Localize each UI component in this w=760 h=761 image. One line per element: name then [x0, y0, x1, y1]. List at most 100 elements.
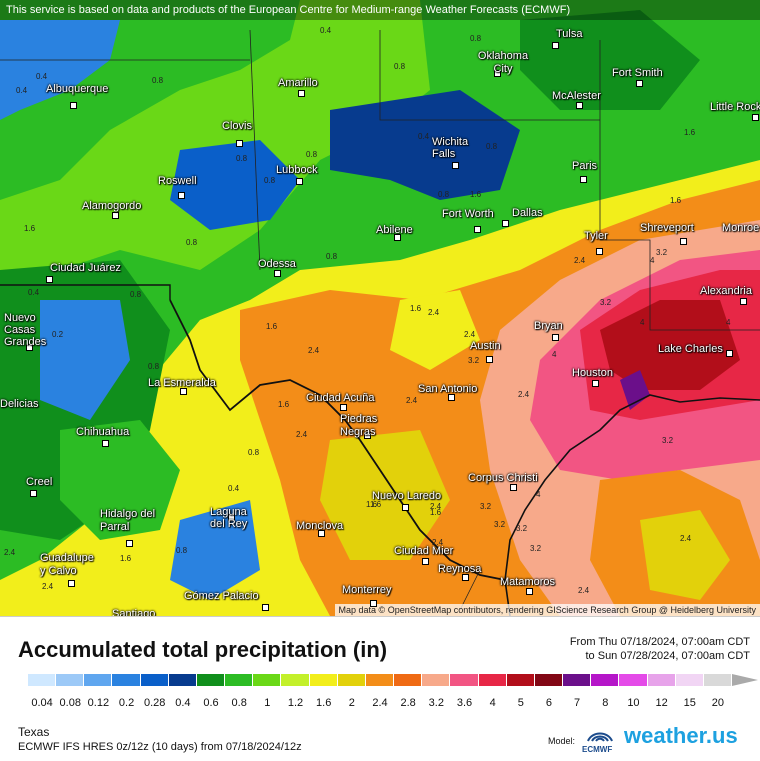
city-dot [46, 276, 53, 283]
contour-label: 3.2 [516, 524, 528, 533]
map-title: Accumulated total precipitation (in) [18, 637, 388, 662]
ecmwf-logo-text: ECMWF [582, 745, 613, 754]
city-label: Ciudad Acuña [306, 392, 375, 404]
city-dot [296, 178, 303, 185]
contour-label: 1.6 [120, 554, 132, 563]
city-label: Shreveport [640, 222, 694, 234]
city-dot [370, 600, 377, 607]
city-dot [262, 604, 269, 611]
contour-label: 1.6 [410, 304, 422, 313]
colorbar-swatch [168, 674, 197, 686]
contour-label: 0.4 [228, 484, 240, 493]
city-dot [402, 504, 409, 511]
city-dot [228, 514, 235, 521]
city-label: Fort Smith [612, 67, 663, 79]
contour-label: 1.6 [266, 322, 278, 331]
colorbar-swatch [253, 674, 282, 686]
city-label: Gómez Palacio [184, 590, 259, 602]
colorbar-min-arrow [2, 674, 28, 686]
colorbar-tick-label: 20 [711, 697, 725, 709]
city-dot [510, 484, 517, 491]
contour-label: 2.4 [42, 582, 54, 591]
city-dot [552, 334, 559, 341]
colorbar-tick-label: 3.2 [428, 697, 444, 709]
city-label: Guadalupe y Calvo [40, 552, 94, 577]
colorbar-swatch [225, 674, 254, 686]
city-label: Alamogordo [82, 200, 142, 212]
contour-label: 0.8 [130, 290, 142, 299]
city-dot [274, 270, 281, 277]
weather-us-logo[interactable]: weather.us [624, 723, 738, 748]
colorbar-tick-label: 5 [517, 697, 524, 709]
colorbar-tick-label: 0.04 [31, 697, 53, 709]
city-label: Santiago [112, 608, 156, 616]
contour-label: 1.6 [24, 224, 36, 233]
city-dot [178, 192, 185, 199]
contour-label: 2.4 [4, 548, 16, 557]
contour-label: 4 [650, 256, 655, 265]
city-dot [102, 440, 109, 447]
contour-label: 4 [640, 318, 645, 327]
city-label: Abilene [376, 224, 413, 236]
city-dot [394, 234, 401, 241]
city-dot [752, 114, 759, 121]
colorbar-tick-label: 7 [574, 697, 581, 709]
precipitation-map[interactable]: This service is based on data and produc… [0, 0, 760, 616]
colorbar-swatch [563, 674, 592, 686]
city-label: Delicias [0, 398, 39, 410]
valid-period: From Thu 07/18/2024, 07:00am CDT to Sun … [570, 635, 750, 663]
city-dot [462, 574, 469, 581]
precipitation-colorbar [0, 671, 760, 689]
city-dot [494, 70, 501, 77]
colorbar-swatch [140, 674, 169, 686]
city-label: Lubbock [276, 164, 318, 176]
colorbar-tick-label: 4 [489, 697, 496, 709]
city-dot [576, 102, 583, 109]
city-label: Ciudad Mier [394, 545, 454, 557]
precipitation-field [0, 0, 760, 616]
city-label: Lake Charles [658, 343, 723, 355]
colorbar-swatch [619, 674, 648, 686]
city-label: Tyler [584, 230, 608, 242]
contour-label: 2.4 [464, 330, 476, 339]
contour-label: 0.8 [152, 76, 164, 85]
colorbar-tick-label: 0.12 [87, 697, 110, 709]
city-label: Clovis [222, 120, 252, 132]
ecmwf-logo[interactable]: ECMWF [582, 727, 618, 755]
contour-label: 2.4 [308, 346, 320, 355]
city-label: Odessa [258, 258, 296, 270]
colorbar-tick-label: 15 [683, 697, 696, 709]
contour-label: 4 [552, 350, 557, 359]
city-dot [726, 350, 733, 357]
region-label: Texas [18, 725, 50, 739]
colorbar-tick-label: 3.6 [456, 697, 473, 709]
contour-label: 4 [726, 318, 731, 327]
contour-label: 4 [536, 490, 541, 499]
colorbar-tick-label: 1.2 [287, 697, 304, 709]
contour-label: 0.8 [148, 362, 160, 371]
contour-label: 0.4 [320, 26, 332, 35]
contour-label: 1.6 [278, 400, 290, 409]
city-dot [70, 102, 77, 109]
city-label: La Esmeralda [148, 377, 216, 389]
ecmwf-notice-banner: This service is based on data and produc… [0, 0, 760, 20]
colorbar-swatch [309, 674, 338, 686]
colorbar-swatch [196, 674, 226, 686]
city-label: Albuquerque [46, 83, 109, 95]
city-label: Ciudad Juárez [50, 262, 121, 274]
colorbar-tick-label: 1.6 [316, 697, 332, 709]
contour-label: 1.6 [366, 500, 378, 509]
contour-label: 0.2 [52, 330, 64, 339]
city-label: Bryan [534, 320, 563, 332]
contour-label: 0.8 [186, 238, 198, 247]
colorbar-tick-label: 8 [602, 697, 609, 709]
colorbar-swatch [422, 674, 451, 686]
contour-label: 2.4 [518, 390, 530, 399]
contour-label: 0.4 [418, 132, 430, 141]
model-run-label: ECMWF IFS HRES 0z/12z (10 days) from 07/… [18, 741, 302, 753]
contour-label: 2.4 [430, 502, 442, 511]
colorbar-tick-label: 6 [545, 697, 553, 709]
city-dot [180, 388, 187, 395]
map-attribution[interactable]: Map data © OpenStreetMap contributors, r… [334, 604, 760, 616]
city-label: Monterrey [342, 584, 392, 596]
